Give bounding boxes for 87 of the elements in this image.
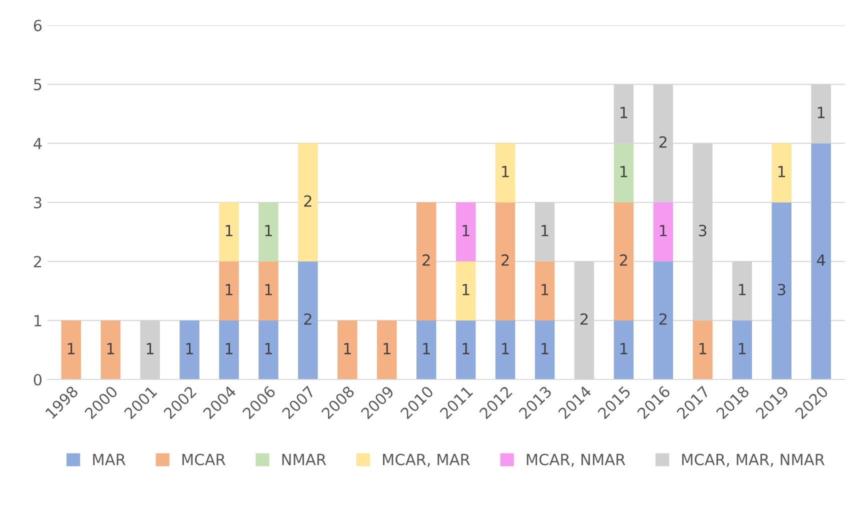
legend-label: MCAR, MAR bbox=[383, 454, 470, 467]
data-label: 1 bbox=[107, 343, 114, 354]
data-label: 1 bbox=[620, 343, 628, 354]
data-label: 4 bbox=[816, 254, 826, 266]
legend-label: MCAR, NMAR bbox=[526, 454, 626, 467]
y-tick-label: 5 bbox=[34, 79, 42, 90]
data-label: 2 bbox=[580, 313, 588, 325]
data-label: 1 bbox=[778, 166, 786, 178]
data-label: 1 bbox=[699, 343, 706, 354]
data-label: 1 bbox=[818, 106, 825, 118]
bar bbox=[258, 320, 278, 380]
bar bbox=[614, 202, 634, 320]
legend-label: MAR bbox=[93, 454, 126, 466]
bar bbox=[219, 202, 239, 262]
data-label: 1 bbox=[542, 343, 548, 354]
data-label: 1 bbox=[146, 343, 154, 354]
bar bbox=[219, 261, 239, 320]
data-label: 2 bbox=[422, 254, 430, 266]
bar bbox=[416, 202, 436, 320]
data-label: 1 bbox=[502, 343, 509, 354]
data-label: 1 bbox=[384, 343, 390, 354]
bar bbox=[534, 261, 555, 320]
data-label: 1 bbox=[265, 224, 272, 236]
bar bbox=[258, 202, 278, 262]
bar bbox=[772, 143, 792, 202]
data-label: 2 bbox=[502, 254, 509, 266]
y-tick-label: 0 bbox=[34, 374, 42, 386]
data-label: 1 bbox=[620, 106, 628, 118]
data-label: 2 bbox=[659, 136, 667, 148]
legend-label: MCAR bbox=[182, 454, 226, 466]
bar bbox=[772, 202, 792, 380]
bar bbox=[614, 143, 634, 202]
data-label: 1 bbox=[462, 343, 470, 354]
legend-label: NMAR bbox=[282, 454, 326, 466]
data-label: 2 bbox=[304, 313, 312, 325]
bar bbox=[495, 320, 516, 380]
bar bbox=[456, 320, 476, 380]
bar bbox=[732, 320, 752, 380]
bar bbox=[298, 261, 318, 380]
bar bbox=[495, 143, 516, 202]
data-label: 2 bbox=[304, 195, 312, 207]
bar bbox=[456, 202, 476, 262]
data-label: 1 bbox=[462, 224, 470, 236]
data-label: 1 bbox=[265, 343, 272, 354]
data-label: 1 bbox=[226, 284, 232, 296]
data-label: 1 bbox=[620, 166, 628, 178]
data-label: 1 bbox=[660, 224, 667, 236]
bar bbox=[416, 320, 436, 380]
data-label: 1 bbox=[738, 343, 746, 354]
bar bbox=[534, 320, 555, 380]
legend-label: MCAR, MAR, NMAR bbox=[682, 454, 825, 467]
data-label: 1 bbox=[226, 343, 232, 354]
data-label: 1 bbox=[226, 224, 232, 236]
bar bbox=[653, 261, 674, 380]
data-label: 1 bbox=[738, 284, 746, 296]
bar bbox=[377, 320, 397, 380]
data-label: 2 bbox=[659, 313, 667, 325]
data-label: 1 bbox=[344, 343, 351, 354]
bar bbox=[456, 261, 476, 320]
data-label: 1 bbox=[542, 224, 548, 236]
data-label: 3 bbox=[698, 224, 706, 236]
bar bbox=[100, 320, 120, 380]
bar bbox=[258, 261, 278, 320]
bar bbox=[811, 143, 831, 380]
bar bbox=[653, 202, 674, 262]
data-label: 1 bbox=[542, 284, 548, 296]
data-label: 2 bbox=[620, 254, 628, 266]
bar bbox=[298, 143, 318, 262]
y-tick-label: 6 bbox=[34, 20, 42, 32]
bar bbox=[180, 320, 200, 380]
y-tick-label: 2 bbox=[34, 256, 42, 268]
bar bbox=[61, 320, 81, 380]
bar bbox=[219, 320, 239, 380]
data-label: 3 bbox=[778, 284, 786, 296]
bar bbox=[692, 320, 713, 380]
y-tick-label: 1 bbox=[34, 315, 42, 326]
data-label: 1 bbox=[462, 284, 470, 296]
data-label: 1 bbox=[265, 284, 272, 296]
data-label: 1 bbox=[502, 166, 509, 178]
bar bbox=[614, 320, 634, 380]
y-tick-label: 3 bbox=[34, 196, 42, 208]
bar bbox=[338, 320, 358, 380]
y-tick-label: 4 bbox=[34, 138, 42, 150]
data-label: 1 bbox=[423, 343, 430, 354]
bar bbox=[495, 202, 516, 320]
data-label: 1 bbox=[186, 343, 193, 354]
data-label: 1 bbox=[68, 343, 75, 354]
